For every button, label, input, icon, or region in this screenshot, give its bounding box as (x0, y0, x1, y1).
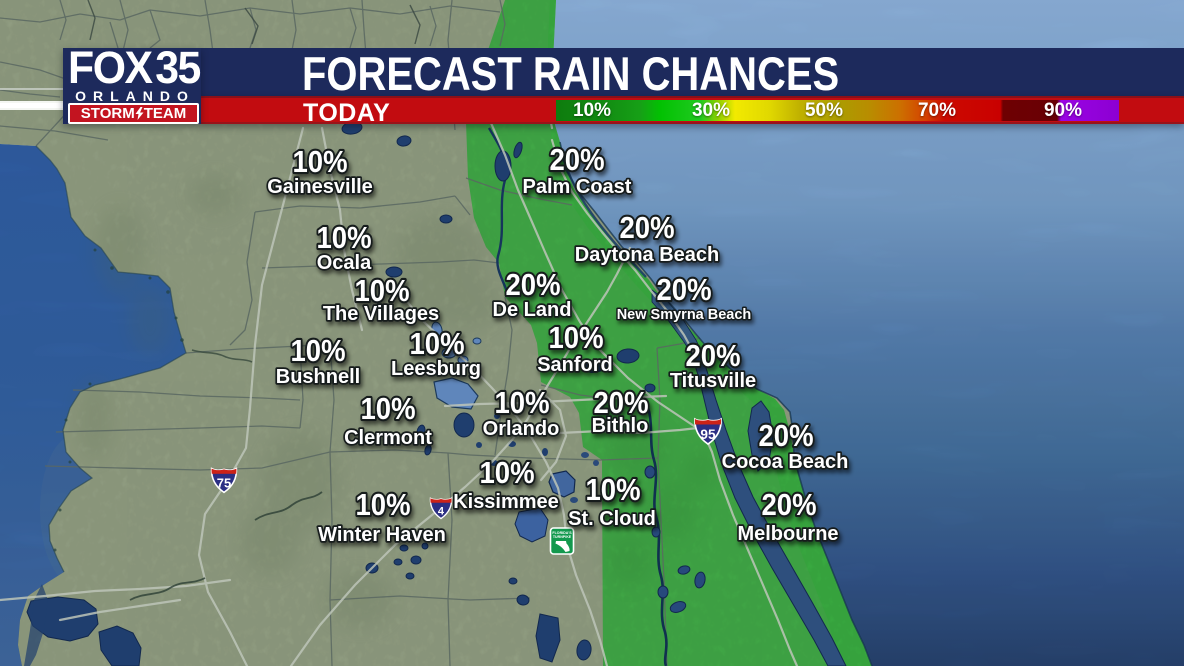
svg-text:Bushnell: Bushnell (276, 366, 360, 388)
svg-text:20%: 20% (594, 385, 649, 420)
svg-text:Palm Coast: Palm Coast (523, 176, 632, 198)
svg-text:Leesburg: Leesburg (391, 358, 481, 380)
svg-text:20%: 20% (550, 142, 605, 177)
svg-text:10%: 10% (361, 391, 416, 426)
svg-text:Melbourne: Melbourne (737, 523, 838, 545)
svg-text:New Smyrna Beach: New Smyrna Beach (617, 307, 752, 323)
svg-text:Gainesville: Gainesville (267, 176, 373, 198)
svg-text:10%: 10% (586, 472, 641, 507)
svg-text:20%: 20% (686, 338, 741, 373)
svg-text:10%: 10% (291, 333, 346, 368)
svg-text:TURNPIKE: TURNPIKE (553, 535, 572, 539)
svg-text:Cocoa Beach: Cocoa Beach (722, 451, 849, 473)
svg-text:Titusville: Titusville (670, 370, 756, 392)
svg-text:20%: 20% (762, 487, 817, 522)
svg-text:Ocala: Ocala (317, 252, 372, 274)
svg-text:Orlando: Orlando (483, 418, 560, 440)
svg-text:Sanford: Sanford (537, 354, 613, 376)
svg-text:20%: 20% (657, 272, 712, 307)
svg-text:20%: 20% (506, 267, 561, 302)
svg-text:Kissimmee: Kissimmee (453, 491, 559, 513)
svg-text:4: 4 (438, 505, 445, 517)
svg-text:20%: 20% (759, 418, 814, 453)
svg-text:75: 75 (217, 476, 231, 491)
svg-text:10%: 10% (410, 326, 465, 361)
svg-text:95: 95 (700, 427, 716, 442)
svg-text:The Villages: The Villages (323, 303, 439, 325)
svg-text:Bithlo: Bithlo (592, 415, 649, 437)
svg-text:10%: 10% (356, 487, 411, 522)
svg-text:10%: 10% (317, 220, 372, 255)
svg-text:10%: 10% (549, 320, 604, 355)
svg-text:10%: 10% (355, 273, 410, 308)
svg-text:20%: 20% (620, 210, 675, 245)
svg-text:Winter Haven: Winter Haven (318, 524, 446, 546)
svg-text:St. Cloud: St. Cloud (568, 508, 656, 530)
svg-text:Daytona Beach: Daytona Beach (575, 244, 720, 266)
svg-text:10%: 10% (293, 144, 348, 179)
svg-text:Clermont: Clermont (344, 427, 432, 449)
svg-text:De Land: De Land (493, 299, 572, 321)
svg-text:10%: 10% (480, 455, 535, 490)
svg-text:10%: 10% (495, 385, 550, 420)
svg-text:FLORIDA'S: FLORIDA'S (552, 531, 572, 535)
